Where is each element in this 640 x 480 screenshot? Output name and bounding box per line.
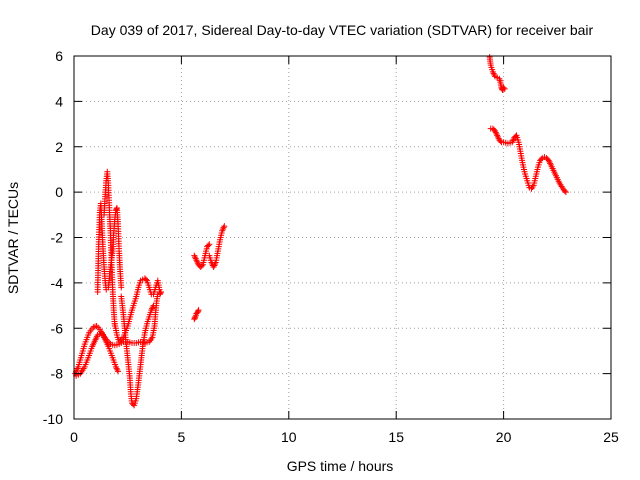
y-tick-label: -6: [51, 320, 64, 336]
data-point: [206, 241, 213, 248]
y-tick-label: -2: [51, 230, 64, 246]
data-point: [115, 368, 122, 375]
y-tick-label: 6: [55, 48, 63, 64]
y-tick-labels: -10 -8 -6 -4 -2 0 2 4 6: [43, 48, 63, 427]
data-point: [157, 290, 164, 297]
grid-lines: [74, 56, 611, 419]
data-point: [142, 276, 149, 283]
y-tick-label: 4: [55, 93, 63, 109]
data-point: [191, 315, 198, 322]
data-point: [195, 308, 202, 315]
x-tick-label: 10: [281, 429, 297, 445]
y-tick-label: -4: [51, 275, 64, 291]
x-tick-labels: 0 5 10 15 20 25: [70, 429, 619, 445]
data-point: [538, 156, 545, 163]
y-axis-label: SDTVAR / TECUs: [5, 182, 21, 294]
x-axis-label: GPS time / hours: [287, 458, 394, 474]
data-point: [221, 223, 228, 230]
data-point: [497, 138, 504, 145]
data-point: [118, 284, 125, 291]
x-tick-label: 5: [178, 429, 186, 445]
data-point: [205, 242, 212, 249]
y-tick-label: 2: [55, 139, 63, 155]
y-tick-label: 0: [55, 184, 63, 200]
data-point: [501, 85, 508, 92]
data-point: [157, 288, 164, 295]
x-tick-label: 15: [388, 429, 404, 445]
x-tick-label: 0: [70, 429, 78, 445]
x-tick-label: 20: [496, 429, 512, 445]
tick-marks: [73, 55, 612, 420]
data-point: [500, 84, 507, 91]
data-point: [113, 206, 120, 213]
data-points: [72, 54, 569, 409]
chart-title: Day 039 of 2017, Sidereal Day-to-day VTE…: [91, 22, 594, 38]
data-point: [198, 262, 205, 269]
data-point: [561, 187, 568, 194]
data-point: [562, 189, 569, 196]
y-tick-label: -8: [51, 366, 64, 382]
y-tick-label: -10: [43, 411, 63, 427]
data-point: [195, 307, 202, 314]
x-tick-label: 25: [603, 429, 619, 445]
